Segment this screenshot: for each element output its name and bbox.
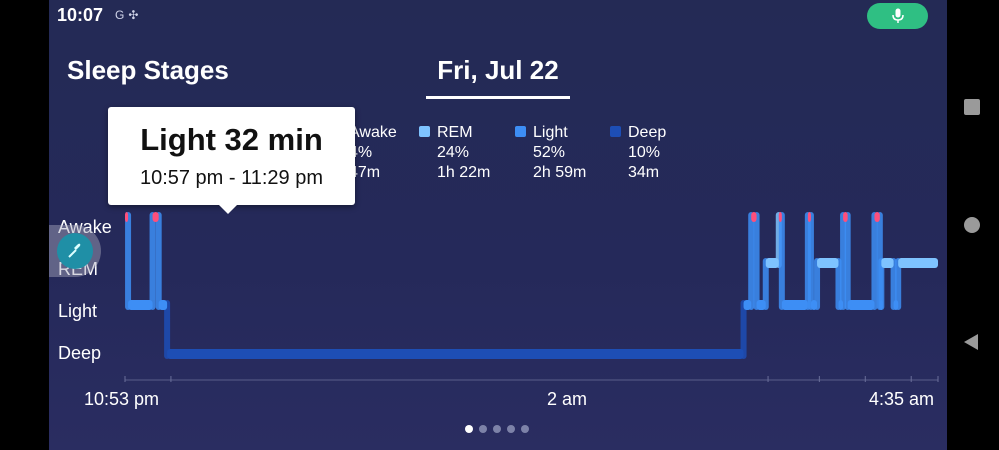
- legend-deep: Deep 10% 34m: [610, 123, 667, 183]
- stage-segment-awake[interactable]: [874, 212, 880, 222]
- x-label-start: 10:53 pm: [84, 389, 160, 409]
- x-label-end: 4:35 am: [869, 389, 935, 409]
- stage-segment-light[interactable]: [893, 300, 899, 310]
- page-dot[interactable]: [521, 425, 529, 433]
- stage-transition: [753, 212, 760, 310]
- y-label-awake: Awake: [58, 217, 112, 237]
- legend-swatch-rem: [419, 126, 430, 137]
- legend-percent: 24%: [437, 144, 470, 161]
- fab-circle: [57, 233, 93, 269]
- stage-segment-light[interactable]: [879, 300, 883, 310]
- stage-segment-light[interactable]: [838, 300, 844, 310]
- stage-transition: [895, 258, 902, 310]
- stage-transition: [149, 212, 156, 310]
- stage-segment-rem[interactable]: [881, 258, 894, 268]
- stage-transition: [844, 212, 851, 310]
- legend-duration: 1h 22m: [437, 164, 491, 181]
- stage-segment-light[interactable]: [128, 300, 153, 310]
- stage-transition: [125, 212, 132, 310]
- legend-name: Deep: [628, 124, 667, 141]
- stage-transition: [814, 258, 821, 310]
- legend-duration: 34m: [628, 164, 660, 181]
- square-button[interactable]: [964, 99, 980, 115]
- stage-transition: [748, 212, 755, 310]
- stage-segment-rem[interactable]: [817, 258, 839, 268]
- legend-light: Light 52% 2h 59m: [515, 123, 587, 183]
- x-label-2am: 2 am: [547, 389, 588, 409]
- page-title: Sleep Stages: [67, 55, 229, 85]
- stage-segment-light[interactable]: [810, 300, 818, 310]
- grid-icon: ✣: [128, 8, 143, 22]
- legend-percent: 10%: [628, 144, 661, 161]
- stage-segment-awake[interactable]: [125, 212, 129, 222]
- stage-transition: [871, 212, 878, 310]
- legend-swatch-light: [515, 126, 526, 137]
- stage-transition: [807, 212, 814, 310]
- status-icons: G✣: [115, 8, 142, 22]
- stage-segment-light[interactable]: [756, 300, 766, 310]
- stage-transition: [740, 300, 747, 359]
- microphone-icon: [891, 8, 904, 23]
- tooltip-arrow: [219, 205, 237, 214]
- stage-transition: [890, 258, 897, 310]
- sleep-stages-screen: 10:07 G✣ Sleep Stages Fri, Jul 22 Awake …: [49, 0, 947, 450]
- stage-transition: [164, 300, 171, 359]
- stage-transition: [778, 212, 785, 310]
- sleep-hypnogram[interactable]: [49, 0, 947, 450]
- stage-segment-light[interactable]: [743, 300, 752, 310]
- legend-percent: 52%: [533, 144, 566, 161]
- stage-segment-awake[interactable]: [778, 212, 782, 222]
- stage-tooltip: Light 32 min 10:57 pm - 11:29 pm: [108, 107, 355, 214]
- home-button[interactable]: [964, 217, 980, 233]
- stage-segment-light[interactable]: [781, 300, 808, 310]
- y-label-deep: Deep: [58, 343, 102, 363]
- legend-name: Light: [533, 124, 568, 141]
- page-dot[interactable]: [507, 425, 515, 433]
- page-dot[interactable]: [479, 425, 487, 433]
- legend-name: REM: [437, 124, 473, 141]
- android-nav-bar: [947, 0, 999, 450]
- stage-segment-rem[interactable]: [765, 258, 779, 268]
- legend-swatch-deep: [610, 126, 621, 137]
- stage-transition: [762, 258, 769, 310]
- stage-segment-rem[interactable]: [898, 258, 938, 268]
- date-tab-underline: [426, 96, 570, 99]
- stage-transition: [155, 212, 162, 310]
- legend-name: Awake: [349, 124, 397, 141]
- stage-segment-awake[interactable]: [751, 212, 757, 222]
- tooltip-time-range: 10:57 pm - 11:29 pm: [139, 167, 324, 189]
- back-button[interactable]: [963, 333, 979, 351]
- stage-segment-awake[interactable]: [807, 212, 811, 222]
- google-icon: G: [115, 8, 129, 22]
- stage-segment-light[interactable]: [158, 300, 168, 310]
- stage-segment-awake[interactable]: [843, 212, 848, 222]
- y-label-light: Light: [58, 301, 98, 321]
- stage-segment-light[interactable]: [847, 300, 875, 310]
- page-dot[interactable]: [465, 425, 473, 433]
- stage-transition: [878, 258, 885, 310]
- legend-duration: 47m: [349, 164, 381, 181]
- legend-duration: 2h 59m: [533, 164, 587, 181]
- status-time: 10:07: [57, 5, 104, 25]
- date-tab[interactable]: Fri, Jul 22: [437, 55, 559, 85]
- stage-segment-deep[interactable]: [167, 349, 744, 359]
- edit-fab[interactable]: [49, 225, 101, 277]
- stage-transition: [835, 258, 842, 310]
- stage-segment-awake[interactable]: [152, 212, 159, 222]
- eyedropper-icon: [68, 243, 81, 258]
- microphone-button[interactable]: [867, 3, 928, 29]
- legend-rem: REM 24% 1h 22m: [419, 123, 491, 183]
- page-dot[interactable]: [493, 425, 501, 433]
- stage-transition: [840, 212, 847, 310]
- page-indicator: [465, 425, 529, 433]
- tooltip-title: Light 32 min: [140, 122, 323, 157]
